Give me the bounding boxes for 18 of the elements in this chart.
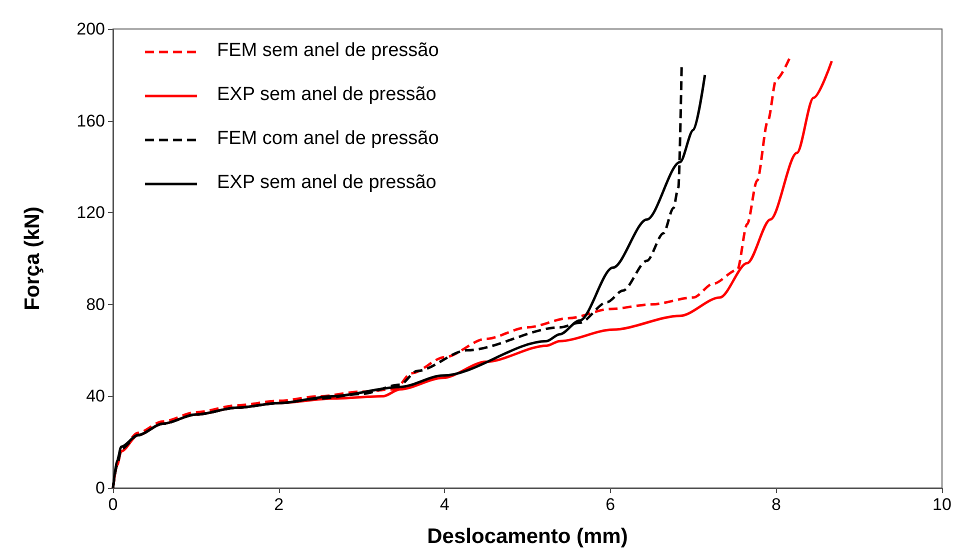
x-tick-label: 4 bbox=[440, 495, 450, 514]
x-tick-label: 0 bbox=[108, 495, 118, 514]
legend-label: EXP sem anel de pressão bbox=[217, 84, 436, 105]
x-tick-label: 2 bbox=[274, 495, 284, 514]
y-tick-label: 0 bbox=[96, 478, 105, 498]
y-tick-label: 200 bbox=[76, 20, 105, 38]
x-tick-label: 6 bbox=[606, 495, 616, 514]
y-tick-label: 120 bbox=[76, 203, 105, 222]
y-tick-label: 160 bbox=[76, 111, 105, 130]
legend-label: EXP sem anel de pressão bbox=[217, 172, 436, 193]
x-tick-label: 8 bbox=[771, 495, 781, 514]
x-axis-title: Deslocamento (mm) bbox=[427, 525, 628, 548]
y-axis-title: Força (kN) bbox=[21, 206, 44, 310]
y-tick-label: 80 bbox=[86, 294, 105, 314]
y-tick-label: 40 bbox=[86, 386, 105, 406]
legend-label: FEM sem anel de pressão bbox=[217, 40, 439, 61]
legend-label: FEM com anel de pressão bbox=[217, 128, 439, 149]
x-tick-label: 10 bbox=[932, 495, 952, 514]
